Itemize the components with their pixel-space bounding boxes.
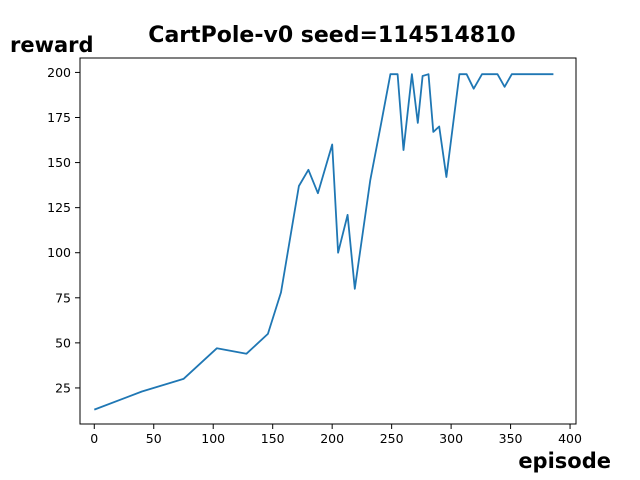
y-tick-label: 75: [55, 290, 71, 305]
chart-title: CartPole-v0 seed=114514810: [148, 23, 515, 48]
x-tick-label: 300: [439, 431, 463, 446]
series-line: [93, 73, 554, 411]
y-tick-label: 100: [47, 245, 71, 260]
y-tick-label: 50: [55, 335, 71, 350]
x-tick-label: 150: [261, 431, 285, 446]
x-tick-label: 100: [201, 431, 225, 446]
y-tick-label: 125: [47, 200, 71, 215]
x-axis-label: episode: [518, 449, 611, 473]
x-tick-label: 400: [558, 431, 582, 446]
x-tick-label: 50: [146, 431, 162, 446]
plot-area: 0 50 100 150 200 250 300 350 400 25 50 75 100 125 150 1…: [47, 57, 582, 446]
y-tick-label: 150: [47, 155, 71, 170]
y-tick-label: 25: [55, 380, 71, 395]
x-tick-label: 200: [320, 431, 344, 446]
x-tick-label: 350: [499, 431, 523, 446]
y-axis-label: reward: [10, 33, 94, 57]
plot-frame: [79, 57, 577, 425]
x-tick-label: 250: [380, 431, 404, 446]
y-tick-label: 175: [47, 110, 71, 125]
y-tick-label: 200: [47, 65, 71, 80]
x-tick-label: 0: [90, 431, 98, 446]
